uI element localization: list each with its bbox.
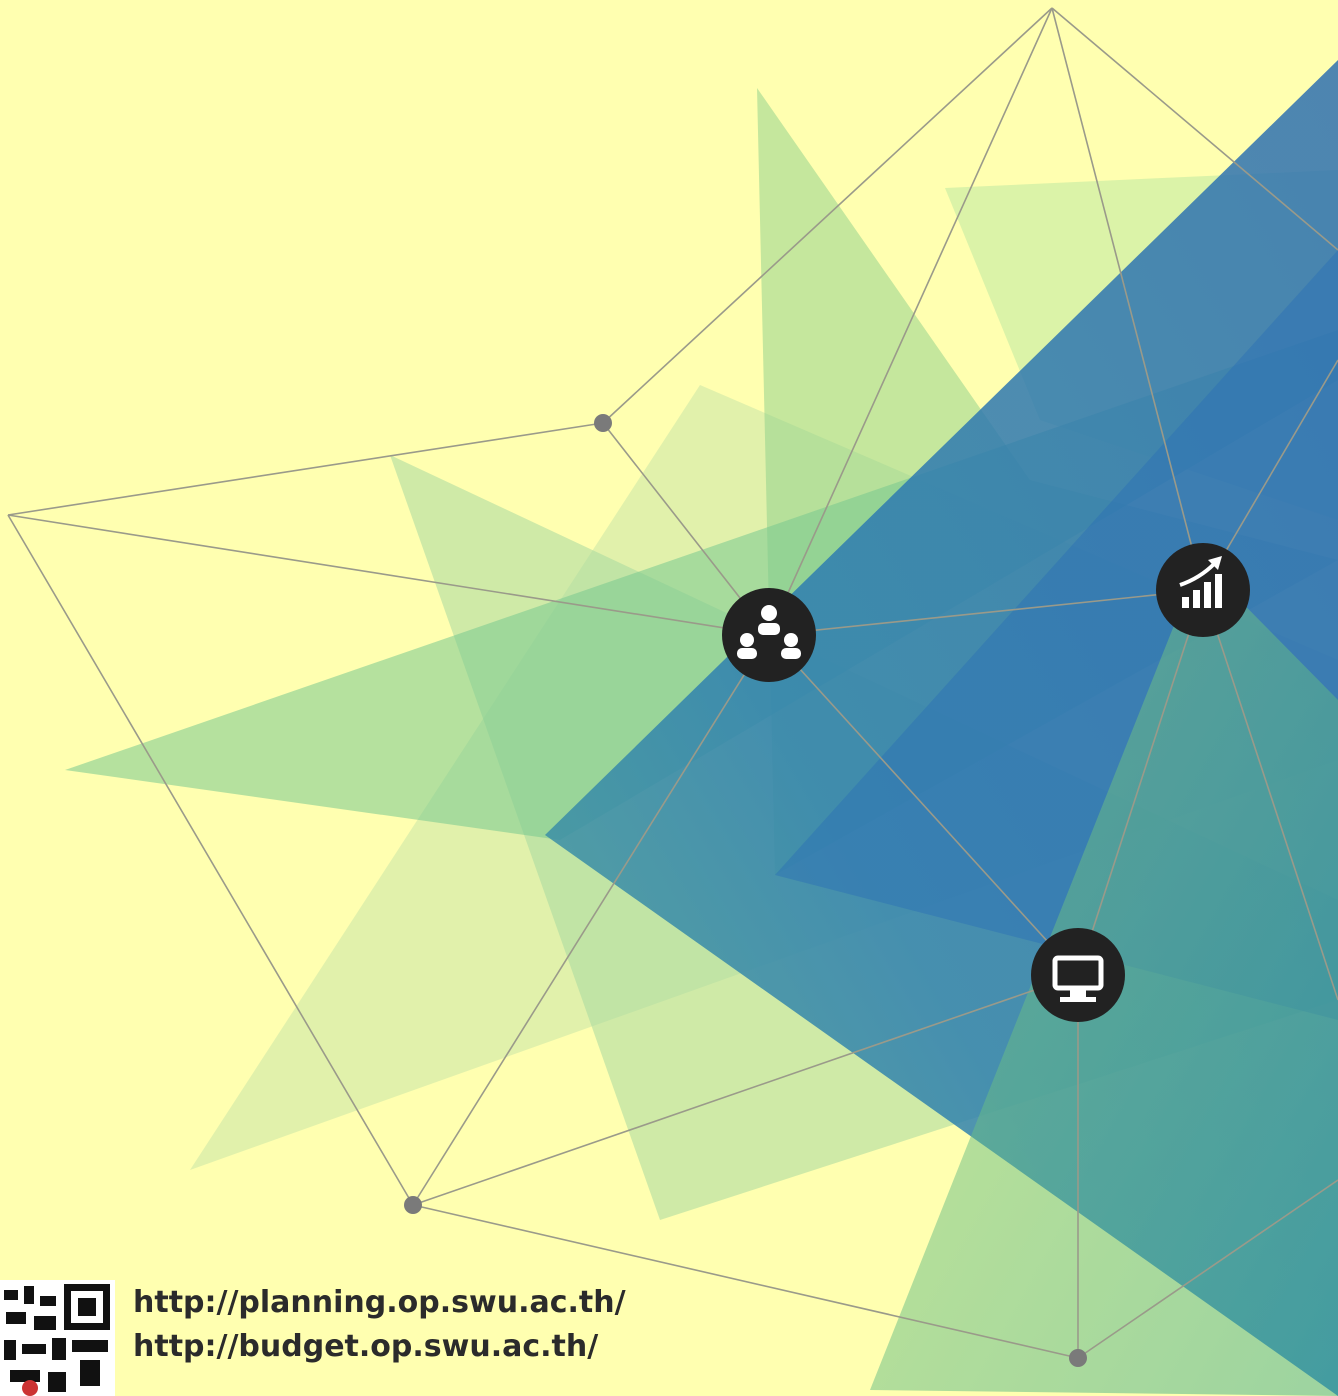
icon-people	[722, 588, 816, 682]
icon-monitor	[1031, 928, 1125, 1022]
icon-chart	[1156, 543, 1250, 637]
poster: http://planning.op.swu.ac.th/ http://bud…	[0, 0, 1338, 1396]
page: http://planning.op.swu.ac.th/ http://bud…	[0, 0, 1338, 1396]
qr-code	[0, 1280, 115, 1396]
link-text: http://planning.op.swu.ac.th/	[133, 1285, 626, 1320]
link-text: http://budget.op.swu.ac.th/	[133, 1329, 598, 1364]
